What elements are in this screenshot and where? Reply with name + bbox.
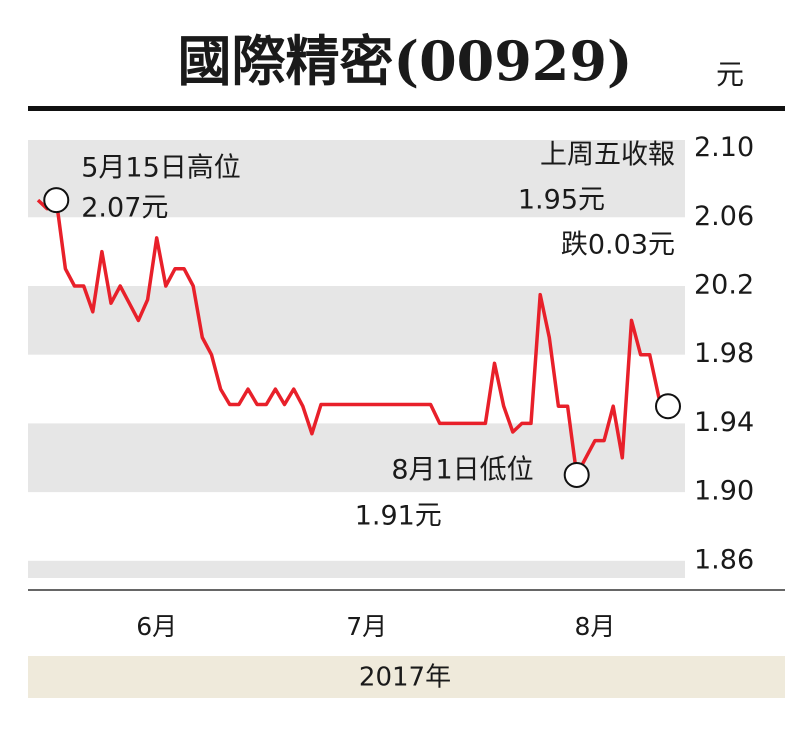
y-tick-label: 1.86: [694, 544, 754, 575]
highlight-point: [43, 187, 70, 214]
band-layer: [28, 140, 685, 578]
x-axis-label: 2017年: [359, 663, 451, 693]
y-tick-label: 1.94: [694, 407, 754, 438]
x-tick-label: 6月: [136, 612, 177, 641]
annotation: 5月15日高位: [81, 153, 241, 184]
grid-band: [28, 140, 685, 218]
grid-band: [28, 560, 685, 578]
chart-title: 國際精密(00929): [178, 29, 633, 93]
x-tick-label: 8月: [575, 612, 616, 641]
annotation: 8月1日低位: [391, 454, 533, 485]
y-tick-label: 20.2: [694, 270, 754, 301]
x-tick-label: 7月: [346, 612, 387, 641]
y-tick-label: 1.90: [694, 476, 754, 507]
annotation: 2.07元: [81, 193, 168, 224]
highlight-point: [563, 461, 590, 488]
annotation: 1.91元: [355, 500, 442, 531]
annotation: 1.95元: [518, 185, 605, 216]
x-label-band: [28, 656, 785, 698]
annotation: 跌0.03元: [561, 230, 675, 261]
annotation: 上周五收報: [540, 140, 675, 171]
y-tick-label: 2.10: [694, 132, 754, 163]
y-tick-label: 1.98: [694, 338, 754, 369]
unit-label: 元: [716, 58, 744, 91]
price-line: [36, 198, 670, 477]
y-tick-label: 2.06: [694, 201, 754, 232]
title-rule: [28, 106, 785, 111]
highlight-point: [655, 393, 681, 420]
